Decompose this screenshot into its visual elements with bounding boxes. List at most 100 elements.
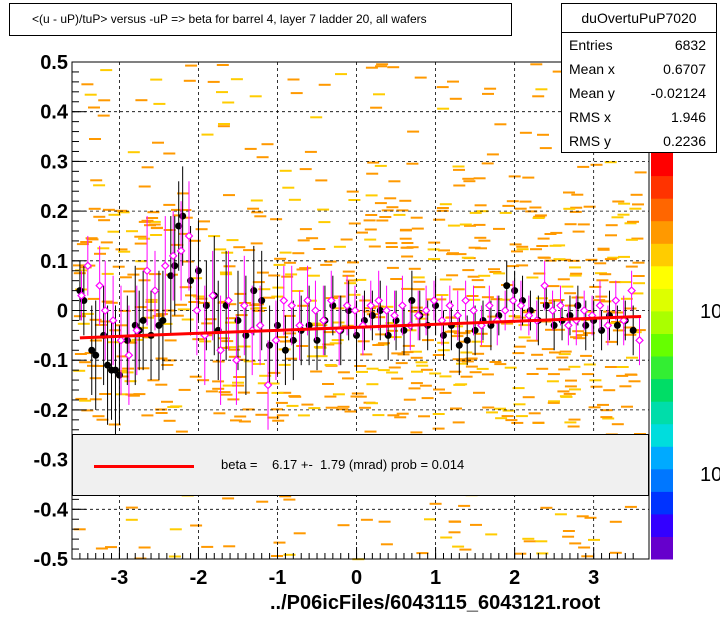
heatmap-cell (471, 279, 484, 282)
heatmap-cell (73, 528, 86, 531)
heatmap-cell (487, 315, 500, 318)
heatmap-cell (227, 398, 240, 401)
data-point-diamond (595, 301, 605, 310)
heatmap-cell (410, 356, 423, 359)
heatmap-cell (250, 199, 263, 202)
heatmap-cell (357, 340, 370, 343)
colorbar-segment (651, 265, 673, 289)
heatmap-cell (525, 210, 538, 213)
data-point-diamond (398, 301, 407, 310)
heatmap-cell (451, 325, 464, 328)
heatmap-cell (228, 348, 241, 351)
heatmap-cell (605, 224, 618, 227)
heatmap-cell (474, 236, 487, 239)
data-point-diamond (374, 296, 384, 305)
heatmap-cell (594, 262, 607, 265)
heatmap-cell (494, 123, 507, 126)
heatmap-cell (372, 344, 385, 346)
heatmap-cell (465, 330, 478, 333)
heatmap-cell (531, 353, 544, 356)
heatmap-cell (256, 271, 269, 274)
data-point-filled (439, 331, 447, 339)
heatmap-cell (447, 252, 459, 255)
heatmap-cell (399, 199, 412, 202)
heatmap-cell (624, 333, 637, 336)
heatmap-cell (547, 373, 560, 376)
heatmap-cell (482, 92, 494, 95)
heatmap-cell (538, 256, 551, 259)
heatmap-cell (337, 371, 350, 374)
heatmap-cell (344, 410, 357, 413)
heatmap-cell (171, 314, 184, 317)
heatmap-cell (161, 400, 173, 403)
heatmap-cell (516, 264, 529, 267)
data-point-filled (368, 311, 376, 319)
heatmap-cell (150, 227, 163, 230)
heatmap-cell (272, 419, 285, 422)
data-point-filled (179, 212, 187, 220)
colorbar-segment (651, 423, 673, 447)
heatmap-cell (342, 377, 354, 380)
heatmap-cell (396, 412, 409, 415)
data-point-diamond (564, 321, 573, 330)
heatmap-cell (509, 243, 522, 246)
heatmap-cell (188, 301, 201, 303)
heatmap-cell (371, 305, 384, 308)
stats-label: Mean y (569, 85, 615, 101)
heatmap-cell (433, 388, 445, 391)
heatmap-cell (243, 249, 256, 252)
data-point-diamond (326, 296, 336, 305)
x-tick-label: 1 (430, 567, 441, 589)
heatmap-cell (485, 533, 498, 536)
heatmap-cell (536, 245, 549, 247)
heatmap-cell (124, 380, 137, 383)
heatmap-cell (461, 360, 474, 363)
data-point-diamond (556, 301, 565, 310)
heatmap-cell (630, 193, 643, 196)
heatmap-cell (86, 238, 99, 241)
heatmap-cell (249, 95, 262, 98)
heatmap-cell (315, 355, 328, 358)
heatmap-cell (552, 70, 565, 73)
heatmap-cell (501, 415, 514, 418)
heatmap-cell (320, 263, 333, 266)
heatmap-cell (356, 231, 368, 234)
heatmap-cell (516, 248, 529, 251)
heatmap-cell (318, 221, 331, 224)
heatmap-cell (378, 342, 390, 345)
heatmap-cell (588, 538, 600, 541)
heatmap-cell (138, 220, 151, 223)
heatmap-cell (463, 180, 476, 183)
heatmap-cell (568, 365, 581, 368)
heatmap-cell (454, 253, 467, 256)
heatmap-cell (577, 223, 590, 226)
heatmap-cell (530, 248, 542, 251)
heatmap-cell (376, 63, 389, 66)
heatmap-cell (204, 318, 217, 321)
heatmap-cell (367, 161, 380, 164)
stats-histogram-name: duOvertuPuP7020 (562, 4, 716, 33)
heatmap-cell (421, 397, 434, 400)
heatmap-cell (481, 373, 494, 376)
colorbar-segment (651, 243, 673, 267)
colorbar-segment (651, 310, 673, 334)
heatmap-cell (285, 357, 298, 360)
heatmap-cell (468, 246, 481, 249)
heatmap-cell (585, 258, 598, 261)
stats-row-rms-x: RMS x 1.946 (562, 105, 716, 129)
heatmap-cell (545, 328, 557, 331)
heatmap-cell (597, 247, 610, 250)
heatmap-cell (388, 180, 401, 183)
heatmap-cell (98, 99, 111, 102)
heatmap-cell (439, 391, 452, 394)
heatmap-cell (213, 412, 226, 415)
heatmap-cell (90, 179, 103, 182)
heatmap-cell (424, 518, 436, 521)
data-point-filled (194, 267, 202, 275)
heatmap-cell (396, 209, 409, 212)
heatmap-cell (408, 387, 421, 390)
heatmap-cell (385, 322, 398, 324)
heatmap-cell (171, 208, 183, 211)
heatmap-cell (233, 246, 246, 249)
heatmap-cell (418, 415, 430, 418)
